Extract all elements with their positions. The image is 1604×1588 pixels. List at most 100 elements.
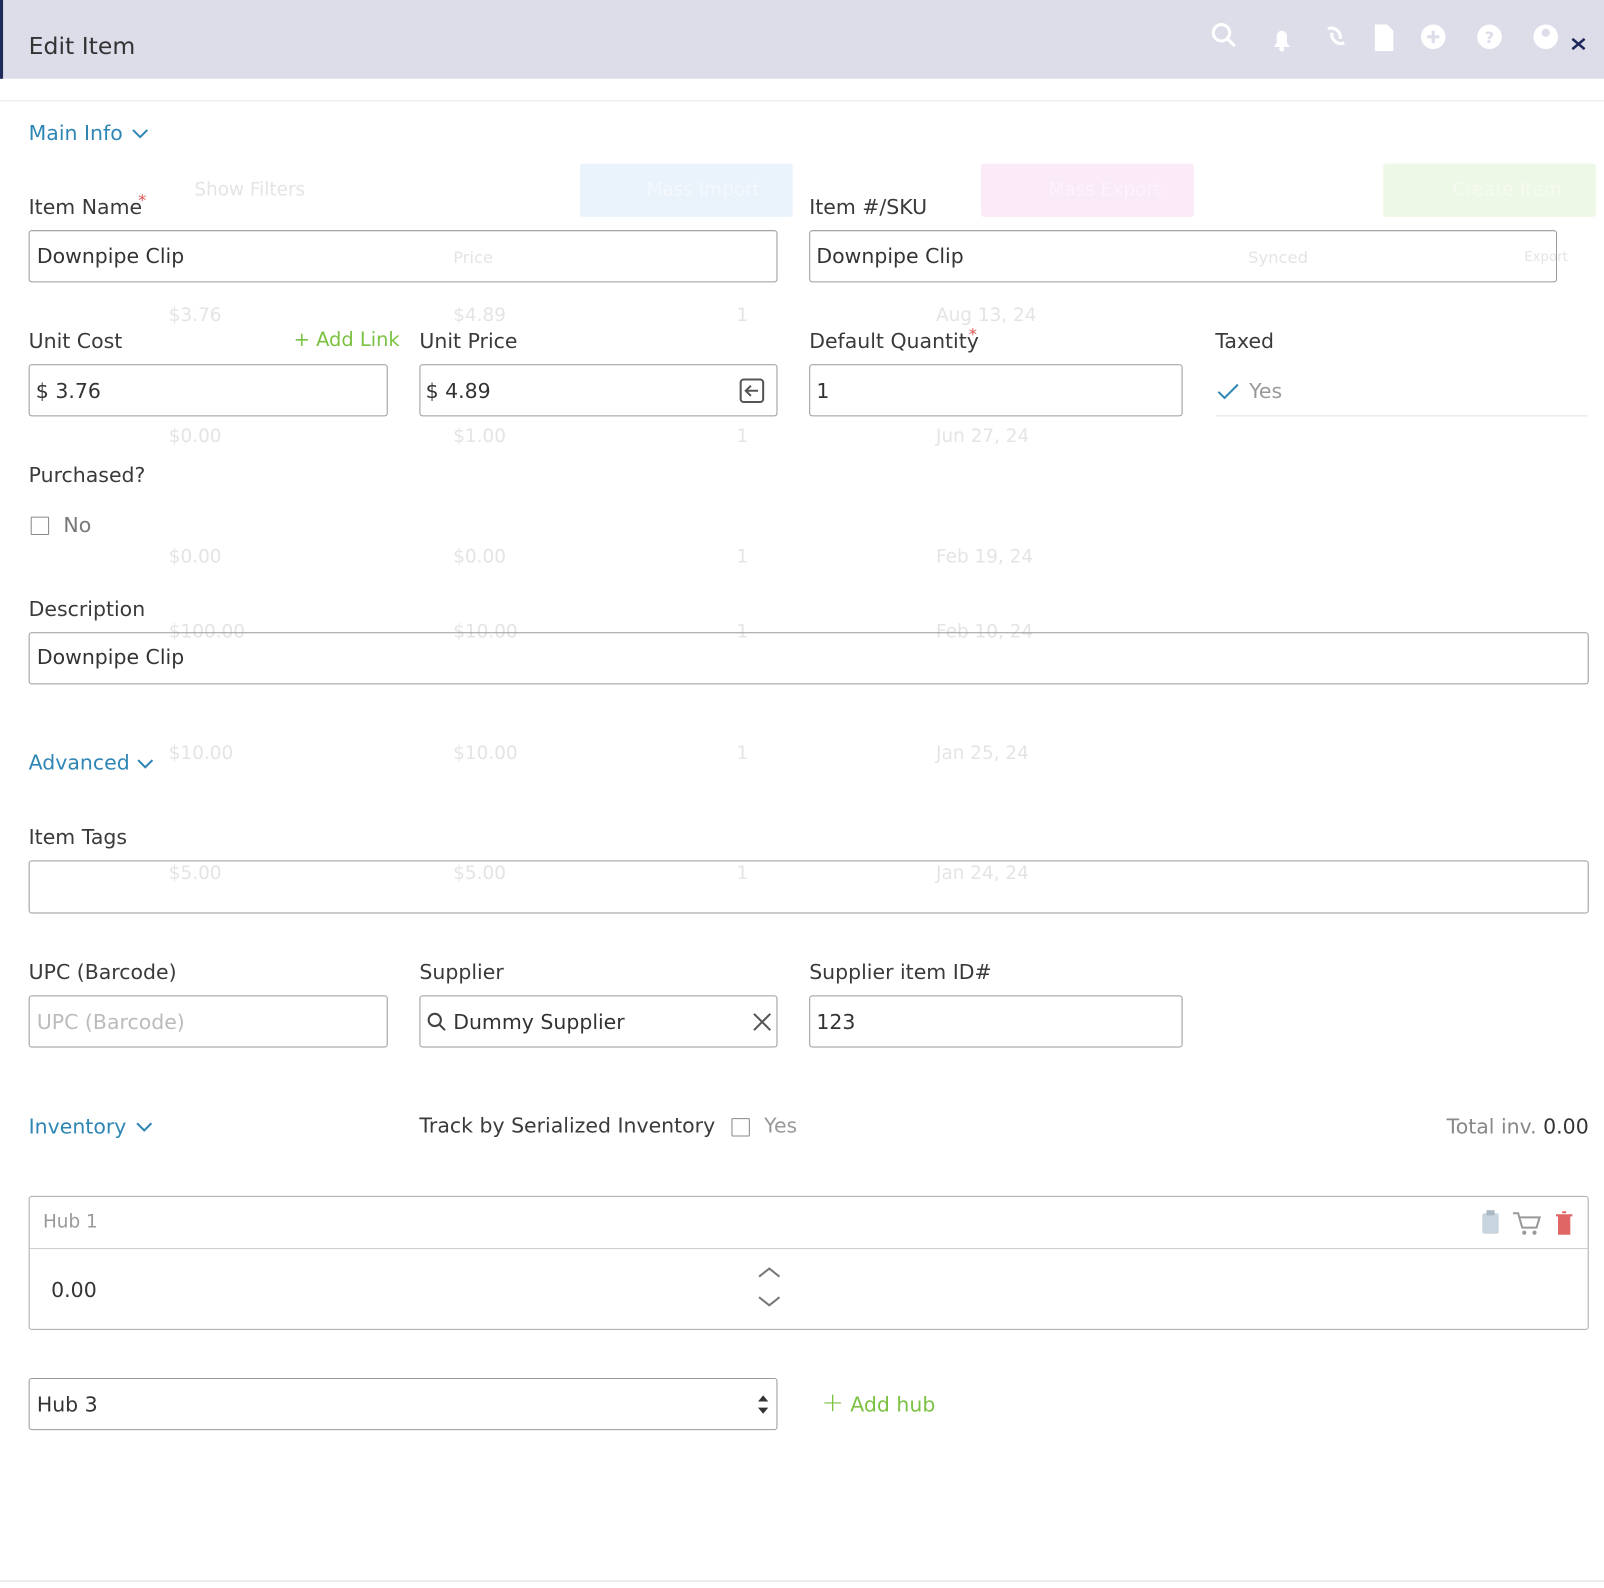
copy-cost-icon[interactable] bbox=[739, 377, 766, 404]
ghost-cell: Jan 24, 24 bbox=[936, 862, 1029, 884]
mass-import-label: Mass Import bbox=[646, 179, 760, 201]
create-item-button bbox=[1383, 163, 1596, 217]
divider bbox=[29, 1248, 1588, 1250]
ghost-cell: $10.00 bbox=[453, 742, 518, 765]
hub-name: Hub 1 bbox=[42, 1211, 98, 1233]
column-header: Synced bbox=[1248, 247, 1308, 268]
hub-quantity[interactable]: 0.00 bbox=[51, 1277, 97, 1303]
add-hub-label: Add hub bbox=[850, 1392, 936, 1417]
input-value: Dummy Supplier bbox=[453, 1009, 625, 1035]
chevron bbox=[136, 1122, 153, 1132]
mass-import-button bbox=[580, 163, 793, 217]
section-toggle[interactable]: Main Info bbox=[28, 120, 123, 146]
chevron bbox=[132, 129, 149, 139]
field-label: Supplier bbox=[419, 959, 504, 985]
field-label: Default Quantity bbox=[809, 328, 979, 353]
search-input[interactable] bbox=[419, 995, 778, 1048]
field-label: Supplier item ID# bbox=[809, 959, 992, 985]
text-input[interactable] bbox=[28, 995, 388, 1048]
modal-title: Edit Item bbox=[28, 33, 136, 61]
checkbox[interactable] bbox=[731, 1118, 750, 1137]
total-label: Total inv. bbox=[1446, 1114, 1537, 1139]
field-label: Purchased? bbox=[28, 462, 146, 487]
input-value: $ 4.89 bbox=[426, 379, 491, 404]
required-mark: * bbox=[138, 190, 147, 210]
add-hub[interactable]: + Add hub bbox=[821, 1388, 936, 1419]
ghost-cell: $0.00 bbox=[168, 425, 222, 448]
amount: 4.89 bbox=[445, 378, 491, 404]
ghost-cell: 1 bbox=[736, 620, 749, 643]
required-mark: * bbox=[968, 324, 977, 344]
text-input[interactable] bbox=[28, 230, 778, 283]
add-link-label: Add Link bbox=[316, 328, 400, 351]
text-input[interactable] bbox=[809, 995, 1183, 1048]
section-toggle[interactable]: Advanced bbox=[28, 749, 130, 775]
mass-export-label: Mass Export bbox=[1048, 179, 1162, 201]
placeholder: UPC (Barcode) bbox=[36, 1009, 185, 1035]
header-icons: ? bbox=[1211, 23, 1586, 52]
input-value: $ 3.76 bbox=[36, 379, 101, 404]
text-input[interactable] bbox=[809, 230, 1558, 283]
ghost-cell: $100.00 bbox=[168, 620, 245, 643]
ghost-cell: Aug 13, 24 bbox=[936, 304, 1037, 327]
field-label: Item Name bbox=[28, 194, 143, 219]
input-value: 1 bbox=[816, 378, 830, 404]
input-value: Downpipe Clip bbox=[816, 243, 964, 269]
plus: + bbox=[821, 1388, 844, 1419]
ghost-cell: $5.00 bbox=[168, 862, 222, 884]
plus: + bbox=[293, 328, 317, 351]
show-filters: Show Filters bbox=[194, 179, 306, 201]
mass-export-button bbox=[981, 163, 1194, 217]
add-link[interactable]: + Add Link bbox=[294, 327, 400, 352]
ghost-cell: $0.00 bbox=[453, 546, 506, 568]
underline bbox=[1215, 415, 1588, 417]
spinner[interactable] bbox=[758, 1266, 781, 1307]
field-label: Taxed bbox=[1215, 328, 1275, 353]
checkbox-label: No bbox=[63, 512, 92, 538]
ghost-cell: $5.00 bbox=[453, 862, 506, 884]
ghost-cell: 1 bbox=[736, 862, 749, 884]
field-label: Item #/SKU bbox=[809, 194, 928, 219]
text-input[interactable] bbox=[419, 364, 778, 417]
input-value: 123 bbox=[816, 1009, 856, 1035]
section-toggle[interactable]: Inventory bbox=[28, 1114, 127, 1139]
total-value: 0.00 bbox=[1543, 1114, 1589, 1139]
field-label: Unit Price bbox=[419, 328, 518, 353]
currency: $ bbox=[35, 378, 49, 404]
toggle-value[interactable]: Yes bbox=[1249, 378, 1283, 404]
footer-line bbox=[0, 1580, 1604, 1582]
ghost-cell: Feb 19, 24 bbox=[936, 546, 1034, 568]
tags-input[interactable] bbox=[28, 860, 1589, 914]
ghost-cell: $4.89 bbox=[453, 304, 506, 327]
field-label: Description bbox=[28, 596, 146, 621]
search-icon bbox=[427, 1012, 446, 1031]
checkbox[interactable] bbox=[30, 516, 50, 536]
input-value: Downpipe Clip bbox=[36, 243, 185, 269]
text-input[interactable] bbox=[28, 364, 388, 417]
select-value: Hub 3 bbox=[36, 1392, 98, 1417]
input-value: Downpipe Clip bbox=[36, 644, 185, 670]
svg-text:?: ? bbox=[1485, 28, 1495, 47]
text-input[interactable] bbox=[809, 364, 1183, 417]
ghost-cell: $3.76 bbox=[168, 304, 222, 327]
ghost-cell: $10.00 bbox=[453, 620, 518, 643]
checkbox-label: Yes bbox=[764, 1113, 798, 1138]
field-label: Track by Serialized Inventory bbox=[419, 1113, 716, 1138]
text-input[interactable] bbox=[28, 632, 1589, 685]
divider bbox=[0, 100, 1604, 102]
ghost-cell: Jan 25, 24 bbox=[936, 742, 1029, 765]
hub-card bbox=[28, 1195, 1589, 1330]
clear-icon[interactable] bbox=[753, 1013, 772, 1031]
ghost-cell: Feb 10, 24 bbox=[936, 620, 1034, 643]
currency: $ bbox=[425, 378, 439, 404]
hub-select[interactable] bbox=[28, 1377, 778, 1431]
field-label: Unit Cost bbox=[28, 328, 123, 353]
ghost-cell: 1 bbox=[736, 304, 749, 327]
create-item-label: Create Item bbox=[1452, 179, 1562, 201]
header-bar bbox=[0, 0, 1604, 79]
column-header: Price bbox=[453, 247, 494, 268]
hub-actions[interactable] bbox=[1478, 1207, 1591, 1238]
ghost-cell: 1 bbox=[736, 742, 749, 765]
ghost-cell: $10.00 bbox=[168, 742, 234, 765]
